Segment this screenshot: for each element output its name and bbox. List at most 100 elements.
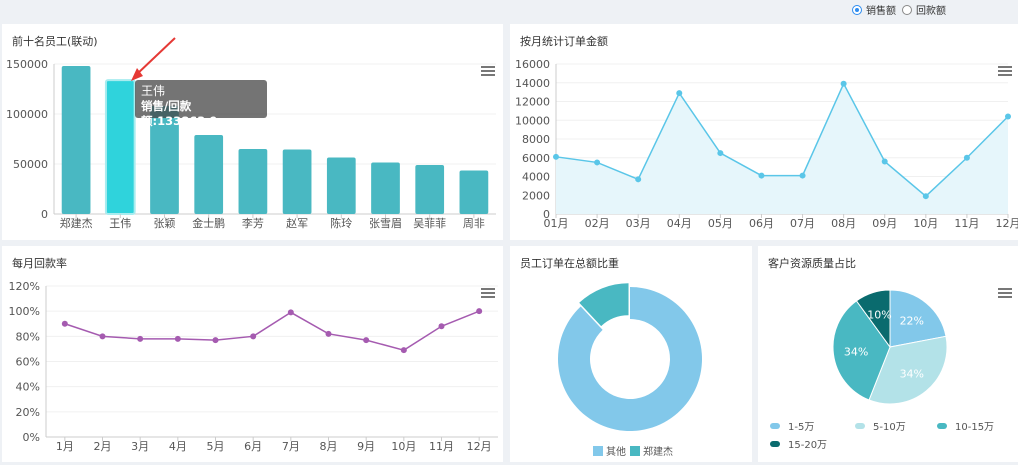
radio-return[interactable]: 回款额 — [902, 2, 946, 17]
data-point — [758, 172, 765, 179]
donut-legend: 其他 郑建杰 — [593, 443, 677, 458]
x-tick-label: 4月 — [169, 440, 187, 453]
x-tick-label: 1月 — [56, 440, 74, 453]
pie-slice — [889, 289, 947, 348]
y-tick-label: 40% — [16, 381, 40, 394]
y-tick-label: 100000 — [6, 108, 48, 121]
legend-swatch — [855, 422, 865, 429]
y-tick-label: 8000 — [522, 133, 550, 146]
panel-title-monthly-orders: 按月统计订单金额 — [520, 35, 608, 48]
tooltip-value-line: 销售/回款额:133863.9 — [141, 99, 261, 129]
data-point — [676, 90, 683, 97]
panel-title-customer-quality: 客户资源质量占比 — [768, 257, 856, 270]
y-tick-label: 60% — [16, 356, 40, 369]
data-point — [963, 154, 970, 161]
x-tick-label: 2月 — [94, 440, 112, 453]
data-point — [400, 347, 407, 354]
x-tick-label: 12月 — [996, 217, 1018, 230]
series-line — [64, 310, 480, 351]
data-point — [594, 159, 601, 166]
menu-icon[interactable] — [998, 66, 1012, 77]
x-tick-label: 01月 — [544, 217, 569, 230]
bar — [326, 157, 356, 214]
x-tick-label: 06月 — [749, 217, 774, 230]
x-tick-label: 7月 — [282, 440, 300, 453]
x-tick-label: 吴菲菲 — [413, 217, 446, 230]
donut-slice — [558, 287, 702, 431]
y-tick-label: 16000 — [515, 58, 550, 71]
radio-sales[interactable]: 销售额 — [852, 2, 896, 17]
bar — [104, 79, 136, 216]
x-tick-label: 王伟 — [109, 217, 131, 230]
menu-icon[interactable] — [998, 288, 1012, 299]
radio-return-label: 回款额 — [916, 6, 946, 17]
legend-label: 10-15万 — [955, 422, 995, 433]
bar-tooltip: 王伟 销售/回款额:133863.9 — [135, 80, 267, 128]
x-tick-label: 03月 — [626, 217, 651, 230]
data-point — [881, 158, 888, 165]
tooltip-name: 王伟 — [141, 84, 166, 98]
y-tick-label: 80% — [16, 330, 40, 343]
radio-return-dot[interactable] — [902, 4, 912, 15]
x-tick-label: 10月 — [913, 217, 938, 230]
pie-label: 10% — [867, 308, 891, 321]
legend-item-10-15[interactable]: 10-15万 — [937, 418, 994, 433]
data-point — [553, 153, 559, 160]
data-point — [287, 309, 294, 316]
radio-sales-dot[interactable] — [852, 4, 862, 15]
legend-label: 其他 — [606, 447, 626, 458]
data-point — [61, 320, 68, 327]
x-tick-label: 张雪眉 — [369, 217, 402, 230]
y-tick-label: 12000 — [515, 96, 550, 109]
menu-icon[interactable] — [481, 288, 495, 299]
pie-label: 34% — [900, 367, 924, 380]
data-point — [840, 80, 847, 87]
data-point — [438, 323, 445, 330]
x-tick-label: 5月 — [207, 440, 225, 453]
y-tick-label: 150000 — [6, 58, 48, 71]
data-point — [212, 337, 219, 344]
y-tick-label: 100% — [9, 305, 40, 318]
panel-title-employee-share: 员工订单在总额比重 — [520, 257, 619, 270]
menu-icon[interactable] — [481, 66, 495, 77]
x-tick-label: 张颖 — [154, 217, 176, 230]
pie-label: 34% — [844, 345, 868, 358]
arrow-annotation — [135, 37, 176, 76]
pie-slice — [868, 335, 948, 405]
arrow-head — [131, 68, 143, 81]
y-tick-label: 50000 — [13, 158, 48, 171]
x-tick-label: 10月 — [391, 440, 416, 453]
legend-swatch — [593, 445, 603, 456]
legend-item-5-10[interactable]: 5-10万 — [855, 418, 906, 433]
y-tick-label: 0 — [543, 208, 550, 221]
data-point — [325, 330, 332, 337]
y-tick-label: 20% — [16, 406, 40, 419]
panel-monthly-return: 每月回款率 — [2, 246, 503, 462]
panel-title-monthly-return: 每月回款率 — [12, 257, 67, 270]
data-point — [1005, 113, 1011, 120]
radio-sales-label: 销售额 — [866, 6, 896, 17]
bar — [238, 149, 268, 214]
data-point — [635, 176, 642, 183]
legend-item-zhengjianjie[interactable]: 郑建杰 — [630, 443, 673, 458]
legend-item-other[interactable]: 其他 — [593, 443, 626, 458]
bar — [194, 135, 224, 214]
x-tick-label: 02月 — [585, 217, 610, 230]
legend-swatch — [770, 422, 780, 429]
y-tick-label: 14000 — [515, 77, 550, 90]
data-point — [476, 308, 483, 315]
x-tick-label: 09月 — [872, 217, 897, 230]
x-tick-label: 陈玲 — [330, 216, 352, 230]
data-point — [363, 337, 370, 344]
y-tick-label: 6000 — [522, 152, 550, 165]
legend-label: 郑建杰 — [643, 447, 673, 458]
metric-radio-group: 销售额 回款额 — [848, 2, 946, 17]
data-point — [717, 150, 724, 157]
area-fill — [556, 83, 1008, 214]
x-tick-label: 11月 — [429, 440, 454, 453]
y-tick-label: 0 — [41, 208, 48, 221]
legend-item-15-20[interactable]: 15-20万 — [770, 436, 827, 451]
legend-item-1-5[interactable]: 1-5万 — [770, 418, 814, 433]
x-tick-label: 3月 — [131, 440, 149, 453]
